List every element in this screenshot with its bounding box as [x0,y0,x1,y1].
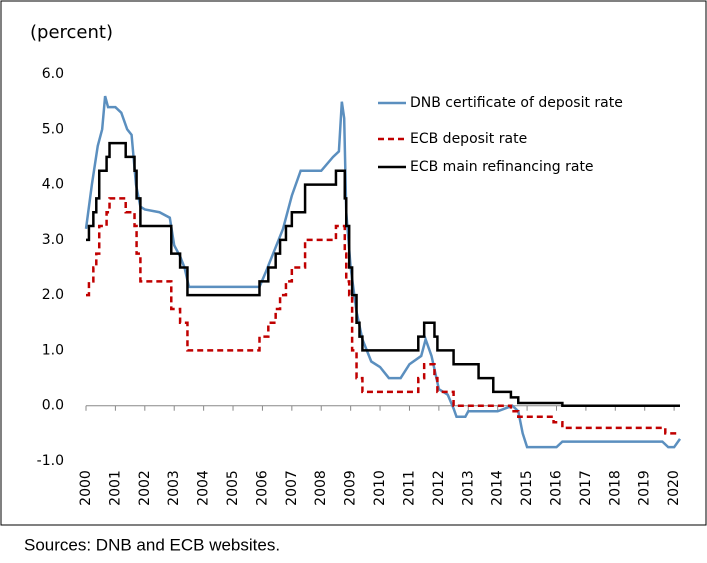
x-tick-label: 2006 [254,470,270,506]
x-tick-label: 2012 [431,470,447,506]
x-tick-label: 2019 [637,470,653,506]
y-axis-label: (percent) [30,22,113,43]
x-tick-label: 2016 [548,470,564,506]
x-tick-label: 2010 [372,470,388,506]
x-tick-label: 2011 [401,470,417,506]
legend-label: DNB certificate of deposit rate [410,95,623,111]
x-tick-label: 2005 [225,470,241,506]
data-line [84,95,682,449]
x-tick-label: 2004 [196,470,212,506]
x-tick-label: 2018 [607,470,623,506]
x-tick-label: 2000 [78,470,94,506]
data-line [86,141,680,407]
y-tick-label: 4.0 [42,177,64,193]
x-tick-label: 2008 [313,470,329,506]
x-tick-label: 2009 [343,470,359,506]
y-tick-label: 5.0 [42,121,64,137]
x-tick-label: 2014 [490,470,506,506]
y-tick-label: 2.0 [42,287,64,303]
y-tick-label: 6.0 [42,66,64,82]
y-tick-label: 1.0 [42,342,64,358]
x-tick-label: 2007 [284,470,300,506]
y-tick-label: 3.0 [42,232,64,248]
x-tick-label: 2001 [107,470,123,506]
x-tick-label: 2003 [166,470,182,506]
legend-label: ECB deposit rate [410,131,527,147]
chart-frame [0,0,707,526]
x-tick-label: 2015 [519,470,535,506]
source-note: Sources: DNB and ECB websites. [24,535,280,554]
x-tick-label: 2020 [666,470,682,506]
legend-label: ECB main refinancing rate [410,159,594,175]
y-tick-label: -1.0 [37,453,64,469]
x-tick-label: 2017 [578,470,594,506]
x-tick-label: 2002 [137,470,153,506]
data-line [86,197,680,435]
x-tick-label: 2013 [460,470,476,506]
y-tick-label: 0.0 [42,398,64,414]
